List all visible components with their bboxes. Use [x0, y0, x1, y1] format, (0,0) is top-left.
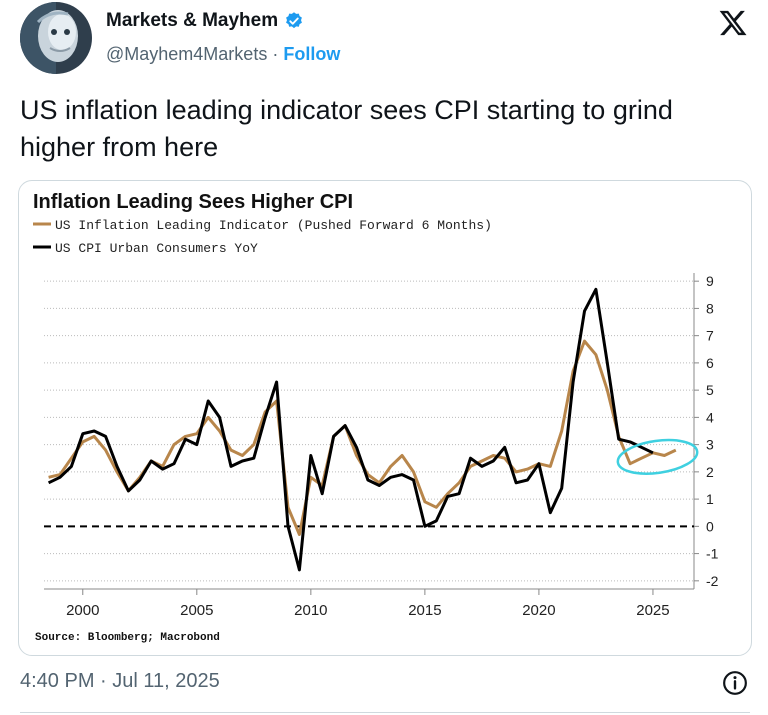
y-tick-label: 3 — [706, 437, 714, 453]
x-tick-label: 2015 — [408, 602, 441, 619]
x-logo-icon[interactable] — [718, 8, 748, 38]
chart-card[interactable]: Inflation Leading Sees Higher CPI US Inf… — [18, 180, 752, 656]
y-tick-label: 5 — [706, 382, 714, 398]
x-tick-label: 2000 — [66, 602, 99, 619]
y-tick-label: 4 — [706, 409, 714, 425]
tweet-text: US inflation leading indicator sees CPI … — [20, 95, 673, 162]
y-tick-label: 0 — [706, 518, 714, 534]
y-tick-label: 8 — [706, 300, 714, 316]
info-icon[interactable] — [722, 670, 748, 696]
x-tick-label: 2010 — [294, 602, 327, 619]
y-tick-label: 6 — [706, 355, 714, 371]
grid — [44, 273, 699, 595]
avatar[interactable] — [20, 2, 92, 74]
highlight-ellipse — [616, 438, 699, 475]
y-tick-label: 2 — [706, 464, 714, 480]
series-lines — [47, 287, 677, 572]
legend-label-leading: US Inflation Leading Indicator (Pushed F… — [55, 218, 492, 233]
timestamp[interactable]: 4:40 PM · Jul 11, 2025 — [20, 670, 220, 692]
account-name[interactable]: Markets & Mayhem — [106, 10, 279, 31]
chart: Inflation Leading Sees Higher CPI US Inf… — [33, 191, 719, 644]
account-handle[interactable]: @Mayhem4Markets — [106, 44, 268, 64]
divider — [20, 712, 750, 713]
series-line-cpi — [47, 287, 654, 572]
y-tick-label: 9 — [706, 273, 714, 289]
y-tick-label: -1 — [706, 546, 719, 562]
verified-badge-icon — [286, 12, 303, 29]
x-tick-label: 2020 — [522, 602, 555, 619]
legend-label-cpi: US CPI Urban Consumers YoY — [55, 241, 258, 256]
y-tick-label: 1 — [706, 491, 714, 507]
separator: · — [272, 44, 279, 64]
y-tick-label: 7 — [706, 328, 714, 344]
series-line-leading — [48, 339, 677, 536]
chart-source: Source: Bloomberg; Macrobond — [35, 632, 220, 644]
y-tick-label: -2 — [706, 573, 719, 589]
x-axis: 2000 2005 2010 2015 2020 2025 — [66, 602, 670, 619]
y-axis: -2 -1 0 1 2 3 4 5 6 7 8 9 — [706, 273, 719, 589]
x-tick-label: 2005 — [180, 602, 213, 619]
chart-title: Inflation Leading Sees Higher CPI — [33, 191, 353, 213]
follow-button[interactable]: Follow — [283, 44, 341, 64]
robot-face-avatar — [20, 2, 92, 74]
x-tick-label: 2025 — [636, 602, 669, 619]
